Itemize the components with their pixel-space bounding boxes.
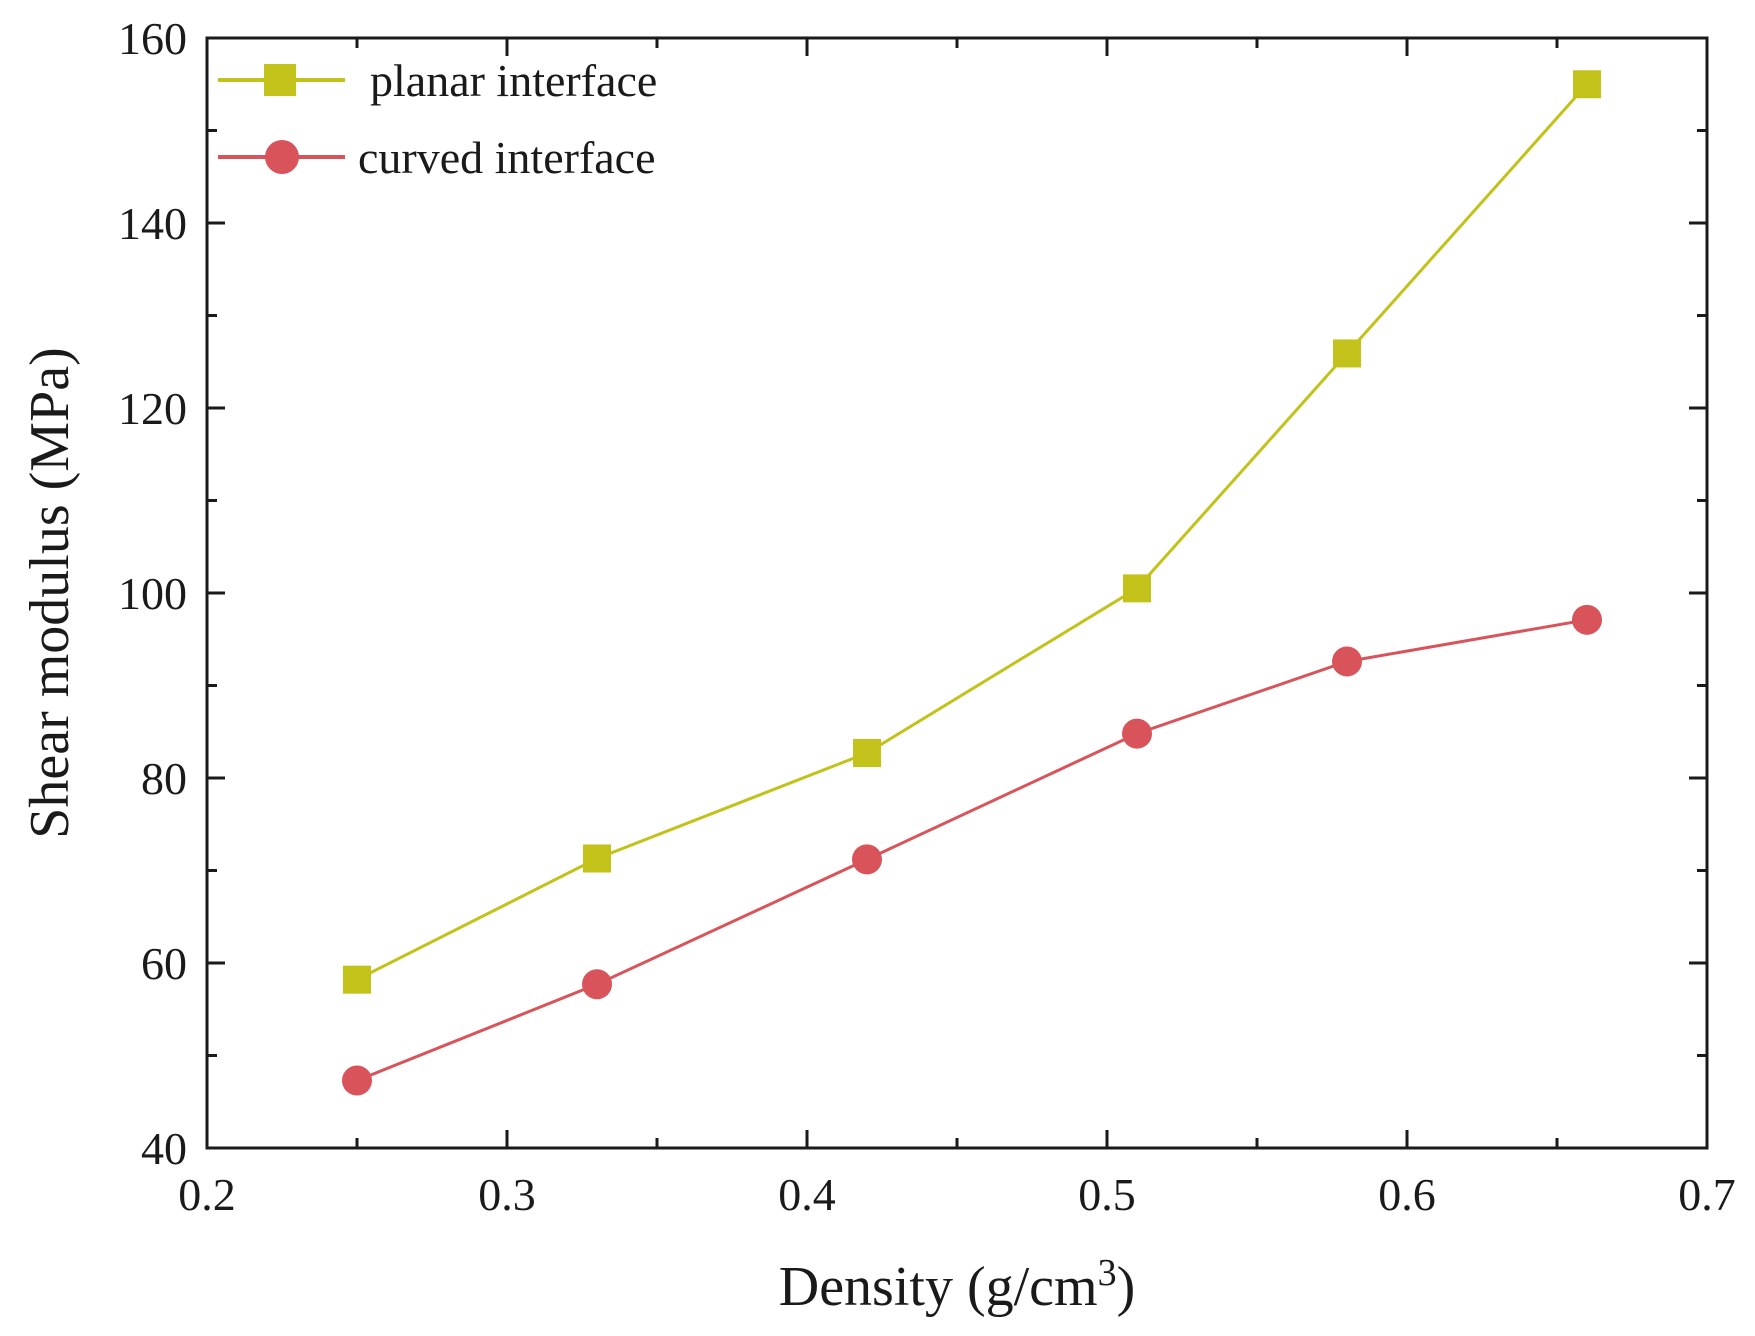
legend-marker-square xyxy=(264,64,296,96)
data-point-planar xyxy=(1573,70,1601,99)
x-tick-label: 0.5 xyxy=(1078,1169,1136,1220)
data-point-curved xyxy=(1122,718,1152,749)
data-point-curved xyxy=(1572,604,1602,635)
y-tick-label: 120 xyxy=(118,383,187,434)
x-tick-label: 0.2 xyxy=(178,1169,236,1220)
x-tick-label: 0.7 xyxy=(1678,1169,1736,1220)
data-point-planar xyxy=(583,844,611,873)
data-point-curved xyxy=(342,1065,372,1096)
legend: planar interface curved interface xyxy=(218,55,657,183)
plot-area-border xyxy=(205,36,1709,1150)
data-point-curved xyxy=(852,844,882,875)
legend-label-planar: planar interface xyxy=(370,55,657,106)
y-axis-title: Shear modulus (MPa) xyxy=(19,347,81,839)
data-point-planar xyxy=(1333,339,1361,368)
x-axis-title-close: ) xyxy=(1117,1256,1136,1318)
series-line-planar-interface xyxy=(356,83,1589,981)
data-point-planar xyxy=(343,965,371,994)
x-tick-label: 0.6 xyxy=(1378,1169,1436,1220)
x-tick-label: 0.3 xyxy=(478,1169,536,1220)
data-point-planar xyxy=(853,739,881,768)
plot-frame xyxy=(205,36,1709,1150)
series-line-curved-interface xyxy=(356,618,1588,1082)
y-tick-label: 60 xyxy=(141,938,187,989)
x-axis-title-main: Density (g/cm xyxy=(779,1256,1098,1318)
series-layer xyxy=(342,70,1602,1096)
x-axis-ticks: 0.2 0.3 0.4 0.5 0.6 0.7 xyxy=(178,38,1736,1220)
y-tick-label: 80 xyxy=(141,753,187,804)
legend-label-curved: curved interface xyxy=(358,132,656,183)
y-tick-label: 40 xyxy=(141,1123,187,1174)
data-point-curved xyxy=(1332,646,1362,677)
x-tick-label: 0.4 xyxy=(778,1169,836,1220)
y-tick-label: 160 xyxy=(118,13,187,64)
x-axis-title: Density (g/cm3) xyxy=(779,1252,1135,1318)
y-tick-label: 140 xyxy=(118,198,187,249)
x-axis-title-superscript: 3 xyxy=(1098,1252,1117,1294)
y-tick-label: 100 xyxy=(118,568,187,619)
legend-marker-circle xyxy=(265,140,299,174)
data-point-curved xyxy=(582,969,612,1000)
data-point-planar xyxy=(1123,574,1151,603)
y-axis-ticks: 40 60 80 100 120 140 160 xyxy=(118,13,1707,1174)
